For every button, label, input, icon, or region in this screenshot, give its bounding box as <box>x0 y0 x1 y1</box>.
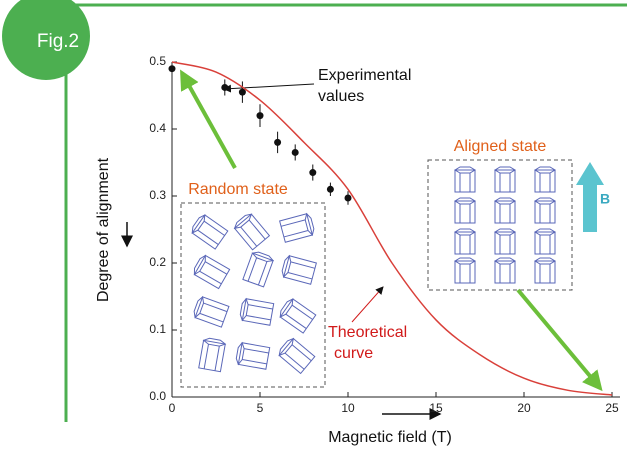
crystal-edge <box>284 230 308 236</box>
crystal <box>455 198 475 223</box>
crystal <box>190 213 228 249</box>
crystal-edge <box>242 360 267 364</box>
pointer <box>352 287 383 322</box>
crystal-edge <box>285 353 304 369</box>
x-tick-label: 5 <box>257 401 264 415</box>
crystal <box>243 250 274 287</box>
crystal <box>233 212 270 250</box>
crystal <box>535 229 555 254</box>
data-point <box>309 169 316 176</box>
y-axis-title: Degree of alignment <box>95 157 112 302</box>
crystal-edge <box>281 220 305 226</box>
crystal <box>495 229 515 254</box>
crystal <box>280 213 316 242</box>
crystal-edge <box>249 220 265 239</box>
crystal <box>192 296 229 327</box>
crystal-edge <box>286 314 306 328</box>
y-tick-label: 0.4 <box>149 121 166 135</box>
data-point <box>292 149 299 156</box>
crystal-edge <box>246 316 271 320</box>
random-box <box>181 203 325 387</box>
crystal <box>455 229 475 254</box>
crystal <box>281 255 317 284</box>
theoretical-label: Theoretical <box>328 324 407 341</box>
x-tick-label: 10 <box>341 401 355 415</box>
x-tick-label: 15 <box>429 401 443 415</box>
crystal <box>278 297 316 333</box>
crystal-edge <box>198 230 218 244</box>
fig-label: Fig.2 <box>37 31 79 52</box>
crystal-edge <box>204 344 208 369</box>
data-point <box>327 186 334 193</box>
crystal <box>192 254 230 289</box>
crystal-edge <box>241 227 257 246</box>
crystal <box>495 167 515 192</box>
crystal <box>277 337 315 374</box>
green-arrow <box>518 290 600 388</box>
data-point <box>257 112 264 119</box>
x-tick-label: 20 <box>517 401 531 415</box>
crystal <box>535 258 555 283</box>
x-axis-title: Magnetic field (T) <box>328 429 452 446</box>
crystal-edge <box>244 349 269 353</box>
crystal <box>455 258 475 283</box>
field-label: B <box>600 191 610 207</box>
crystal-edge <box>288 272 312 278</box>
x-tick-label: 0 <box>169 401 176 415</box>
data-point <box>221 84 228 91</box>
crystal-edge <box>291 262 315 268</box>
aligned-label: Aligned state <box>454 138 547 155</box>
experimental-label: Experimental <box>318 67 411 84</box>
crystal-edge <box>292 305 312 319</box>
crystal <box>199 337 226 371</box>
y-tick-label: 0.1 <box>149 322 166 336</box>
crystal-edge <box>204 221 224 235</box>
y-tick-label: 0.3 <box>149 188 166 202</box>
experimental-label: values <box>318 88 364 105</box>
theoretical-label: curve <box>334 345 373 362</box>
crystal <box>535 167 555 192</box>
crystal <box>455 167 475 192</box>
crystal-edge <box>292 345 311 361</box>
crystal <box>535 198 555 223</box>
x-tick-label: 25 <box>605 401 619 415</box>
data-point <box>274 139 281 146</box>
crystal-body <box>194 255 229 288</box>
figure: Fig.2 Magnetic field (T) Degree of align… <box>0 0 627 452</box>
theory-curve <box>172 62 612 395</box>
crystal <box>495 258 515 283</box>
data-point <box>169 65 176 72</box>
crystal-edge <box>205 262 227 275</box>
crystal-edge <box>248 305 273 309</box>
data-point <box>345 195 352 202</box>
y-tick-label: 0.2 <box>149 255 166 269</box>
crystal <box>235 342 269 369</box>
random-label: Random state <box>188 181 288 198</box>
crystal-edge <box>200 271 222 284</box>
y-tick-label: 0.5 <box>149 54 166 68</box>
y-tick-label: 0.0 <box>149 389 166 403</box>
crystal <box>495 198 515 223</box>
crystal-edge <box>215 346 219 371</box>
pointer <box>224 84 314 89</box>
crystal <box>239 298 273 325</box>
